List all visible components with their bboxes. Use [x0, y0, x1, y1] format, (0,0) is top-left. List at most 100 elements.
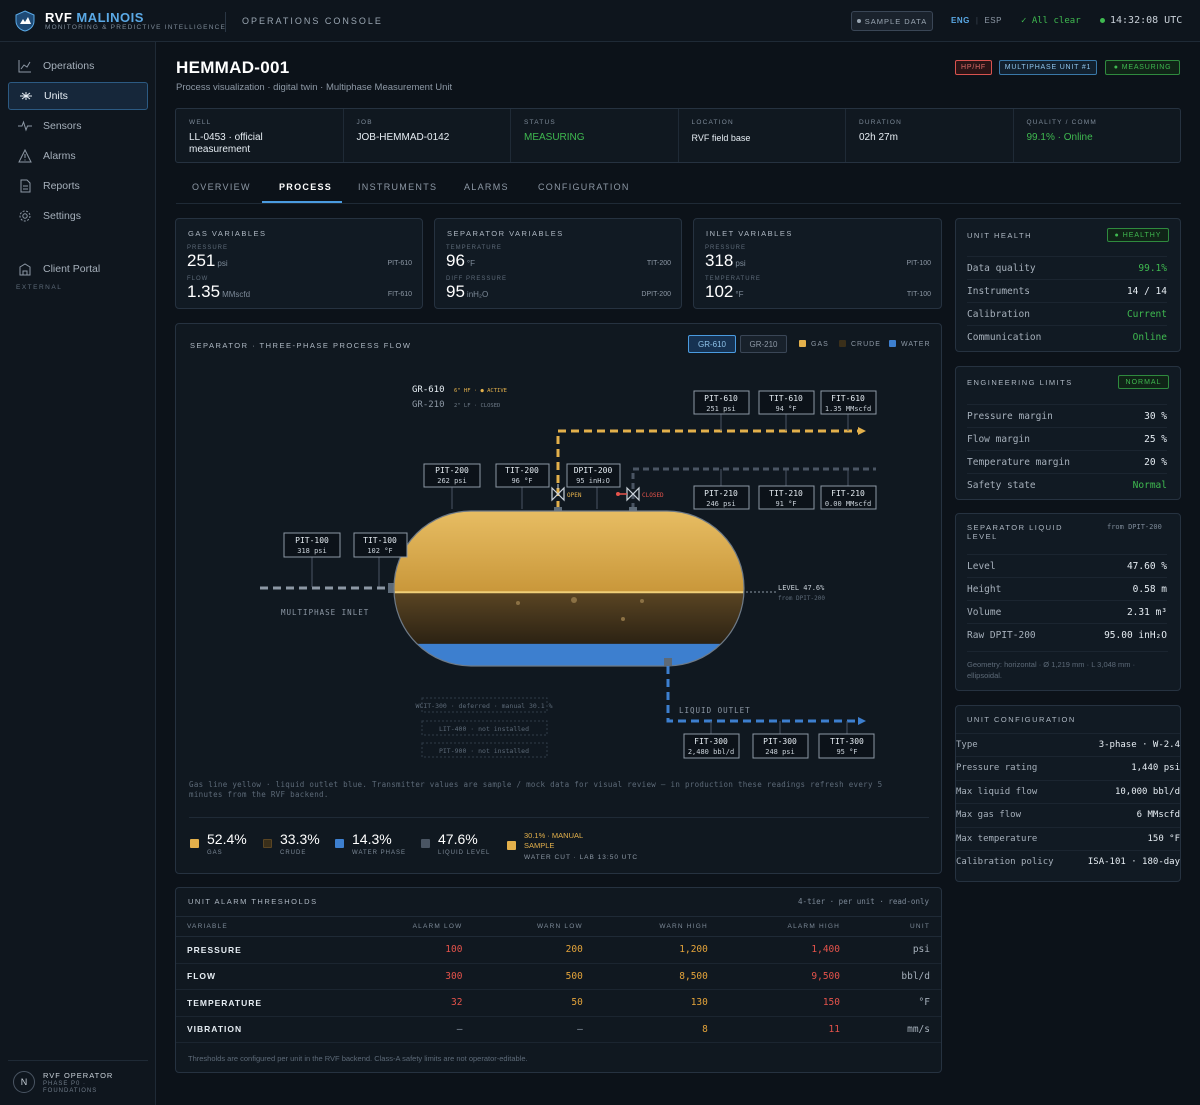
liquid-note: Geometry: horizontal · Ø 1,219 mm · L 3,… [967, 651, 1168, 681]
page-subtitle: Process visualization · digital twin · M… [176, 82, 453, 93]
sidebar-item-label: Units [44, 90, 68, 102]
gas-line-active [556, 429, 858, 509]
building-icon [19, 263, 31, 276]
tab-overview[interactable]: OVERVIEW [192, 182, 251, 192]
limits-row: Temperature margin 20 % [967, 450, 1167, 473]
process-flow-card: SEPARATOR · THREE-PHASE PROCESS FLOW GR-… [175, 323, 942, 874]
info-quality: QUALITY / COMM 99.1% · Online [1026, 119, 1097, 143]
instrument-tit610: TIT-610 94 °F [758, 390, 815, 415]
var-value: 102 °F [705, 282, 744, 301]
tab-configuration[interactable]: CONFIGURATION [538, 182, 630, 192]
svg-text:246 psi: 246 psi [706, 500, 736, 508]
lang-esp[interactable]: ESP [984, 16, 1002, 25]
instrument-pit300: PIT-300 248 psi [752, 733, 809, 759]
dot-icon [856, 19, 861, 23]
svg-text:PIT-200: PIT-200 [435, 466, 469, 475]
valve-open-label: OPEN [567, 492, 582, 499]
sidebar-item-settings[interactable]: Settings [8, 202, 148, 230]
instrument-pit200: PIT-200 262 psi [423, 463, 481, 488]
info-location: LOCATION RVF field base [679, 109, 846, 162]
thresholds-meta: 4-tier · per unit · read-only [798, 897, 929, 906]
var-label: PRESSURE [705, 245, 747, 251]
sample-data-label: SAMPLE DATA [864, 16, 928, 26]
unit-configuration-card: UNIT CONFIGURATION Type 3-phase · W-2.4 P… [955, 705, 1181, 882]
svg-text:TIT-610: TIT-610 [769, 394, 803, 403]
clock: 14:32:08 UTC [1100, 15, 1182, 26]
var-value: 96 °F [446, 251, 476, 270]
limits-row: Pressure margin 30 % [967, 404, 1167, 427]
shield-logo-icon [15, 10, 35, 32]
tag-unit: MULTIPHASE UNIT #1 [999, 60, 1097, 75]
tab-process[interactable]: PROCESS [279, 182, 333, 192]
svg-text:TIT-300: TIT-300 [830, 737, 864, 746]
lang-eng[interactable]: ENG [951, 16, 970, 25]
active-tab-indicator [262, 201, 342, 203]
svg-text:0.00 MMscfd: 0.00 MMscfd [825, 500, 871, 508]
sidebar-item-alarms[interactable]: Alarms [8, 142, 148, 170]
svg-text:PIT-610: PIT-610 [704, 394, 738, 403]
line-select-gr210[interactable]: GR-210 [740, 335, 787, 353]
status-indicator: ✓ All clear [1021, 16, 1081, 26]
gas-line-closed [631, 467, 876, 509]
svg-text:PIT-100: PIT-100 [295, 536, 329, 545]
operator-profile[interactable]: N RVF OPERATOR PHASE P0 · FOUNDATIONS [8, 1060, 148, 1104]
var-tag: PIT-610 [387, 260, 412, 267]
line-select-gr610[interactable]: GR-610 [688, 335, 736, 353]
var-label: DIFF PRESSURE [446, 276, 508, 282]
svg-text:248 psi: 248 psi [765, 748, 795, 756]
legend-gas: GAS [799, 340, 829, 348]
check-icon: ✓ [1021, 16, 1027, 26]
svg-text:TIT-100: TIT-100 [363, 536, 397, 545]
config-row: Calibration policy ISA-101 · 180-day [956, 850, 1180, 873]
valve-closed-icon [616, 486, 640, 502]
info-well: WELL LL-0453 · official measurement [176, 109, 344, 162]
health-row: Data quality 99.1% [967, 256, 1167, 279]
sidebar-item-sensors[interactable]: Sensors [8, 112, 148, 140]
svg-text:102 °F: 102 °F [367, 547, 392, 555]
live-dot-icon [1100, 17, 1105, 23]
healthy-badge: ● HEALTHY [1107, 228, 1169, 242]
sidebar-item-operations[interactable]: Operations [8, 52, 148, 80]
health-row: Calibration Current [967, 302, 1167, 325]
instrument-pit210: PIT-210 246 psi [693, 485, 750, 510]
svg-text:318 psi: 318 psi [297, 547, 327, 555]
table-header-row: VARIABLE ALARM LOW WARN LOW WARN HIGH ALARM … [176, 916, 941, 937]
limits-row: Flow margin 25 % [967, 427, 1167, 450]
tab-instruments[interactable]: INSTRUMENTS [358, 182, 438, 192]
svg-text:DPIT-200: DPIT-200 [574, 466, 613, 475]
instrument-fit610: FIT-610 1.35 MMscfd [820, 390, 877, 415]
divider [189, 817, 929, 818]
arrow-icon [858, 427, 866, 435]
svg-text:95 °F: 95 °F [836, 748, 857, 756]
sidebar-item-reports[interactable]: Reports [8, 172, 148, 200]
svg-text:FIT-610: FIT-610 [831, 394, 865, 403]
tab-alarms[interactable]: ALARMS [464, 182, 509, 192]
table-row: TEMPERATURE 32 50 130 150 °F [176, 989, 941, 1017]
liquid-row: Height 0.58 m [967, 577, 1167, 600]
sidebar-item-client-portal[interactable]: Client Portal [8, 255, 148, 283]
svg-text:PIT-300: PIT-300 [763, 737, 797, 746]
tag-status: ● MEASURING [1105, 60, 1180, 75]
svg-text:95 inH₂O: 95 inH₂O [576, 477, 610, 485]
line-note-gr610: 6" HF · ● ACTIVE [454, 388, 507, 394]
process-note: Gas line yellow · liquid outlet blue. Tr… [189, 780, 883, 799]
info-status: STATUS MEASURING [511, 109, 679, 162]
svg-text:FIT-210: FIT-210 [831, 489, 865, 498]
svg-text:TIT-210: TIT-210 [769, 489, 803, 498]
sample-data-badge[interactable]: SAMPLE DATA [851, 11, 933, 31]
unit-icon [20, 92, 32, 100]
level-label: LEVEL 47.6% [778, 584, 825, 592]
limits-row: Safety state Normal [967, 473, 1167, 496]
sidebar-item-label: Alarms [43, 150, 76, 162]
sidebar-item-units[interactable]: Units [8, 82, 148, 110]
water-phase-band [394, 643, 744, 666]
svg-text:PIT-210: PIT-210 [704, 489, 738, 498]
table-row: FLOW 300 500 8,500 9,500 bbl/d [176, 963, 941, 990]
valve-open-icon [551, 484, 565, 502]
sidebar-item-label: Reports [43, 180, 80, 192]
line-label-gr610: GR-610 [412, 385, 445, 395]
svg-text:TIT-200: TIT-200 [505, 466, 539, 475]
var-label: TEMPERATURE [446, 245, 502, 251]
instrument-dpit200: DPIT-200 95 inH₂O [566, 463, 621, 488]
gas-variables-card: GAS VARIABLES PRESSURE 251 psi PIT-610 FL… [175, 218, 423, 309]
